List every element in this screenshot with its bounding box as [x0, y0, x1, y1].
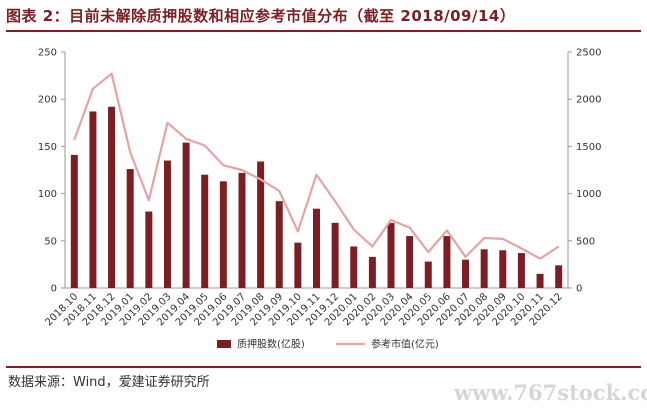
- right-axis-tick-label: 1500: [576, 142, 601, 153]
- left-axis-tick-label: 200: [38, 95, 57, 106]
- bar-pledged-shares: [182, 142, 190, 288]
- right-axis-tick-label: 2000: [576, 95, 601, 106]
- bar-pledged-shares: [201, 174, 209, 288]
- legend-label-bar: 质押股数(亿股): [237, 338, 305, 351]
- bar-pledged-shares: [331, 222, 339, 288]
- right-axis-tick-label: 1000: [576, 189, 601, 200]
- bar-pledged-shares: [406, 236, 414, 288]
- bar-pledged-shares: [294, 242, 302, 288]
- bar-pledged-shares: [108, 106, 116, 288]
- left-axis-tick-label: 250: [38, 48, 57, 59]
- title-divider: [6, 30, 641, 32]
- bar-pledged-shares: [70, 154, 78, 288]
- watermark: www.767stock.com: [454, 380, 647, 405]
- bar-pledged-shares: [257, 161, 265, 288]
- bar-pledged-shares: [536, 273, 544, 288]
- left-axis-tick-label: 100: [38, 189, 57, 200]
- bar-pledged-shares: [555, 265, 563, 288]
- bar-pledged-shares: [126, 169, 134, 288]
- bar-pledged-shares: [350, 246, 358, 288]
- right-axis-tick-label: 2500: [576, 48, 601, 59]
- bar-pledged-shares: [480, 249, 488, 288]
- right-axis-tick-label: 0: [576, 284, 582, 295]
- bar-pledged-shares: [275, 201, 283, 288]
- bar-pledged-shares: [387, 222, 395, 288]
- legend-label-line: 参考市值(亿元): [371, 338, 439, 351]
- source-divider: [6, 366, 641, 368]
- bar-pledged-shares: [462, 259, 470, 288]
- left-axis-tick-label: 150: [38, 142, 57, 153]
- left-axis-tick-label: 0: [51, 284, 57, 295]
- bar-pledged-shares: [145, 211, 153, 288]
- bar-pledged-shares: [424, 261, 432, 288]
- bar-pledged-shares: [313, 208, 320, 288]
- bar-pledged-shares: [517, 253, 525, 288]
- bar-pledged-shares: [163, 160, 171, 288]
- left-axis-tick-label: 50: [44, 236, 57, 247]
- bar-pledged-shares: [443, 236, 451, 288]
- chart-canvas: 050100150200250050010001500200025002018.…: [38, 48, 602, 351]
- bar-pledged-shares: [89, 111, 97, 288]
- line-market-value: [73, 72, 560, 260]
- source-note: 数据来源：Wind，爱建证券研究所: [8, 375, 210, 390]
- right-axis-tick-label: 500: [576, 236, 595, 247]
- legend-swatch-bar: [217, 340, 231, 348]
- bar-pledged-shares: [238, 172, 246, 288]
- chart-title: 图表 2：目前未解除质押股数和相应参考市值分布（截至 2018/09/14）: [6, 7, 516, 25]
- bar-pledged-shares: [499, 250, 507, 288]
- bar-pledged-shares: [368, 256, 376, 288]
- bar-pledged-shares: [219, 181, 227, 288]
